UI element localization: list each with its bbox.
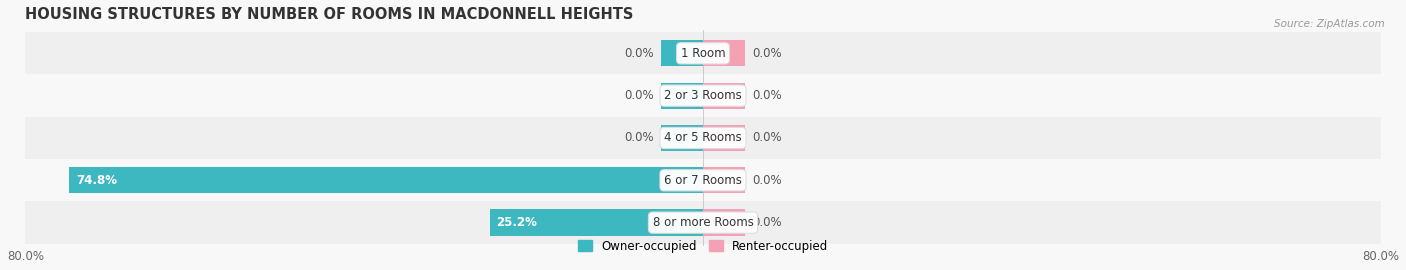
Text: 0.0%: 0.0% bbox=[624, 131, 654, 144]
Bar bbox=[489, 210, 703, 236]
Legend: Owner-occupied, Renter-occupied: Owner-occupied, Renter-occupied bbox=[572, 235, 834, 257]
Text: 0.0%: 0.0% bbox=[624, 47, 654, 60]
Bar bbox=[25, 75, 1381, 117]
Bar bbox=[703, 210, 745, 236]
Text: Source: ZipAtlas.com: Source: ZipAtlas.com bbox=[1274, 19, 1385, 29]
Text: 0.0%: 0.0% bbox=[752, 174, 782, 187]
Text: 2 or 3 Rooms: 2 or 3 Rooms bbox=[664, 89, 742, 102]
Bar bbox=[703, 125, 745, 151]
Text: 1 Room: 1 Room bbox=[681, 47, 725, 60]
Bar bbox=[25, 201, 1381, 244]
Text: 6 or 7 Rooms: 6 or 7 Rooms bbox=[664, 174, 742, 187]
Bar bbox=[25, 159, 1381, 201]
Text: 4 or 5 Rooms: 4 or 5 Rooms bbox=[664, 131, 742, 144]
Text: 0.0%: 0.0% bbox=[752, 131, 782, 144]
Text: 0.0%: 0.0% bbox=[752, 47, 782, 60]
Text: 0.0%: 0.0% bbox=[752, 216, 782, 229]
Bar bbox=[703, 167, 745, 193]
Bar bbox=[703, 83, 745, 109]
Text: 0.0%: 0.0% bbox=[752, 89, 782, 102]
Bar bbox=[703, 40, 745, 66]
Text: 0.0%: 0.0% bbox=[624, 89, 654, 102]
Bar bbox=[661, 83, 703, 109]
Bar bbox=[25, 32, 1381, 75]
Bar bbox=[661, 40, 703, 66]
Bar bbox=[69, 167, 703, 193]
Text: 8 or more Rooms: 8 or more Rooms bbox=[652, 216, 754, 229]
Text: 74.8%: 74.8% bbox=[76, 174, 117, 187]
Bar bbox=[661, 125, 703, 151]
Text: 25.2%: 25.2% bbox=[496, 216, 537, 229]
Bar bbox=[25, 117, 1381, 159]
Text: HOUSING STRUCTURES BY NUMBER OF ROOMS IN MACDONNELL HEIGHTS: HOUSING STRUCTURES BY NUMBER OF ROOMS IN… bbox=[25, 7, 634, 22]
